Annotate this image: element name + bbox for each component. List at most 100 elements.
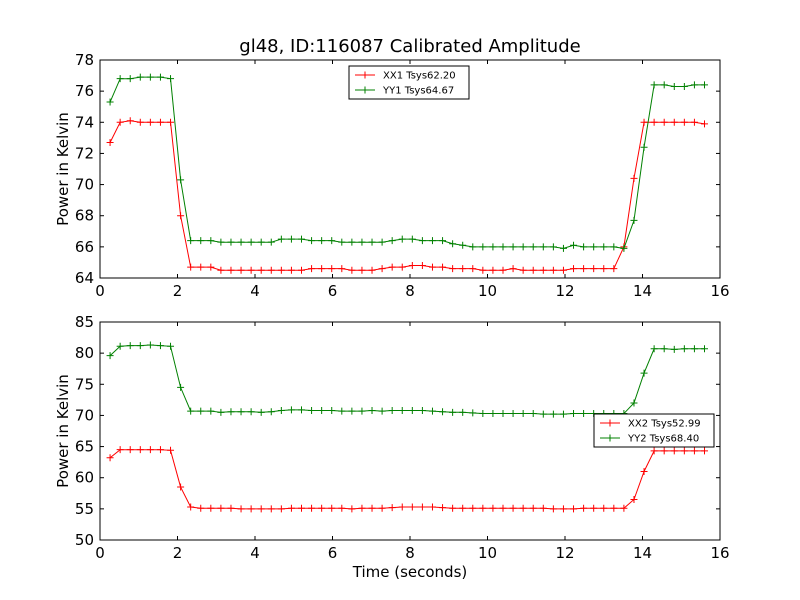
data-point <box>469 409 477 417</box>
data-point <box>358 238 366 246</box>
data-point <box>398 235 406 243</box>
data-point <box>328 237 336 245</box>
data-point <box>418 406 426 414</box>
data-point <box>580 504 588 512</box>
data-point <box>227 408 235 416</box>
data-point <box>499 243 507 251</box>
data-point <box>197 504 205 512</box>
x-axis-label: Time (seconds) <box>352 563 468 581</box>
data-point <box>479 504 487 512</box>
data-point <box>116 342 124 350</box>
data-point <box>217 504 225 512</box>
x-tick-label: 6 <box>328 544 338 562</box>
y-tick-label: 66 <box>75 238 94 256</box>
data-point <box>630 496 638 504</box>
data-point <box>287 406 295 414</box>
data-point <box>237 408 245 416</box>
data-point <box>167 342 175 350</box>
data-point <box>529 243 537 251</box>
data-point <box>217 408 225 416</box>
data-point <box>630 399 638 407</box>
data-point <box>590 243 598 251</box>
x-tick-label: 8 <box>405 544 415 562</box>
data-point <box>247 408 255 416</box>
x-tick-label: 0 <box>95 544 105 562</box>
data-point <box>136 446 144 454</box>
data-point <box>670 118 678 126</box>
data-point <box>187 263 195 271</box>
data-point <box>126 446 134 454</box>
data-point <box>428 407 436 415</box>
x-tick-label: 12 <box>555 544 574 562</box>
data-point <box>539 504 547 512</box>
x-tick-label: 4 <box>250 282 260 300</box>
legend-label: YY2 Tsys68.40 <box>627 434 699 445</box>
data-point <box>338 504 346 512</box>
data-point <box>116 446 124 454</box>
data-point <box>388 504 396 512</box>
data-point <box>600 504 608 512</box>
x-tick-label: 6 <box>328 282 338 300</box>
data-point <box>408 406 416 414</box>
data-point <box>499 504 507 512</box>
subplot-2: 0 2 4 6 8 10 12 14 16 50 55 60 65 70 75 80 85 Power in Ke… <box>54 313 730 581</box>
series-line <box>109 449 705 510</box>
data-point <box>136 118 144 126</box>
data-point <box>156 342 164 350</box>
data-point <box>378 238 386 246</box>
data-point <box>298 504 305 512</box>
y-tick-label: 76 <box>75 82 94 100</box>
data-point <box>187 407 195 415</box>
data-point <box>277 235 285 243</box>
data-point <box>217 238 225 246</box>
data-point <box>298 406 305 414</box>
data-point <box>267 238 275 246</box>
x-tick-label: 12 <box>555 282 574 300</box>
data-point <box>479 243 487 251</box>
data-point <box>559 244 567 252</box>
data-point <box>640 467 648 475</box>
data-point <box>167 446 175 454</box>
data-point <box>298 235 305 243</box>
data-point <box>489 504 497 512</box>
data-point <box>358 504 366 512</box>
x-tick-label: 2 <box>173 282 183 300</box>
data-point <box>146 446 154 454</box>
data-point <box>156 118 164 126</box>
legend: XX1 Tsys62.20 YY1 Tsys64.67 <box>348 65 470 100</box>
data-point <box>358 266 366 274</box>
data-point <box>650 447 658 455</box>
data-point <box>549 243 557 251</box>
data-point <box>348 238 356 246</box>
data-point <box>539 410 547 418</box>
data-point <box>489 266 497 274</box>
data-point <box>479 410 487 418</box>
x-tick-label: 14 <box>633 544 652 562</box>
data-point <box>207 263 215 271</box>
legend-label: YY1 Tsys64.67 <box>382 86 454 97</box>
data-point <box>398 263 406 271</box>
data-point <box>146 118 154 126</box>
data-point <box>378 407 386 415</box>
series-line <box>109 344 705 415</box>
data-point <box>439 408 447 416</box>
y-tick-label: 68 <box>75 207 94 225</box>
data-point <box>570 265 578 273</box>
data-point <box>449 240 457 248</box>
data-point <box>368 504 376 512</box>
data-point <box>600 243 608 251</box>
data-point <box>428 237 436 245</box>
data-point <box>519 410 527 418</box>
data-point <box>509 265 517 273</box>
data-point <box>680 118 688 126</box>
series-2-group <box>106 341 708 418</box>
data-point <box>479 266 487 274</box>
data-point <box>529 266 537 274</box>
data-point <box>146 341 154 349</box>
data-point <box>348 266 356 274</box>
data-point <box>428 263 436 271</box>
series-1-group <box>106 446 708 513</box>
data-point <box>570 410 578 418</box>
data-point <box>308 237 316 245</box>
